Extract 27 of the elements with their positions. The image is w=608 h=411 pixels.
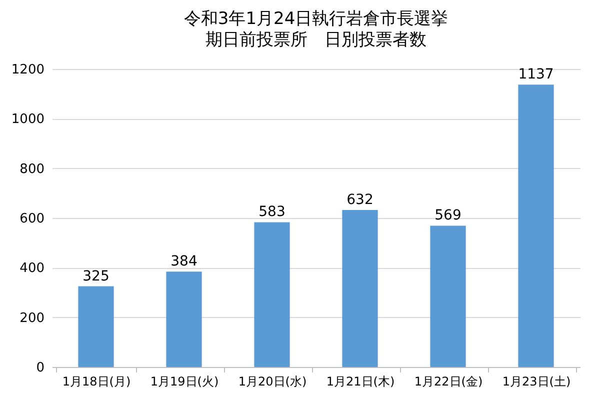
x-tick-label: 1月18日(月) <box>62 374 131 388</box>
chart-title: 令和3年1月24日執行岩倉市長選挙 <box>184 9 448 29</box>
x-tick-label: 1月23日(土) <box>502 374 571 388</box>
y-tick-label: 200 <box>20 310 44 326</box>
bar <box>254 222 290 367</box>
y-tick-label: 1200 <box>11 62 44 78</box>
y-tick-label: 0 <box>36 360 44 376</box>
data-label: 569 <box>434 208 462 224</box>
x-tick-label: 1月20日(水) <box>238 374 307 388</box>
y-tick-label: 600 <box>20 212 44 226</box>
bar <box>430 226 466 367</box>
data-label: 632 <box>346 192 374 208</box>
chart-subtitle: 期日前投票所 日別投票者数 <box>206 30 426 50</box>
bar <box>518 84 554 367</box>
bar <box>78 286 114 367</box>
data-label: 384 <box>170 254 198 270</box>
x-tick-label: 1月21日(木) <box>326 374 395 388</box>
bar <box>342 210 378 367</box>
y-tick-label: 1000 <box>11 112 44 128</box>
x-tick-label: 1月19日(火) <box>150 374 219 388</box>
bar <box>166 272 202 367</box>
x-tick-label: 1月22日(金) <box>414 374 483 388</box>
y-tick-label: 400 <box>20 261 44 276</box>
data-label: 325 <box>82 268 110 284</box>
y-tick-label: 800 <box>20 162 44 177</box>
data-label: 1137 <box>518 66 554 83</box>
data-label: 583 <box>258 204 286 220</box>
